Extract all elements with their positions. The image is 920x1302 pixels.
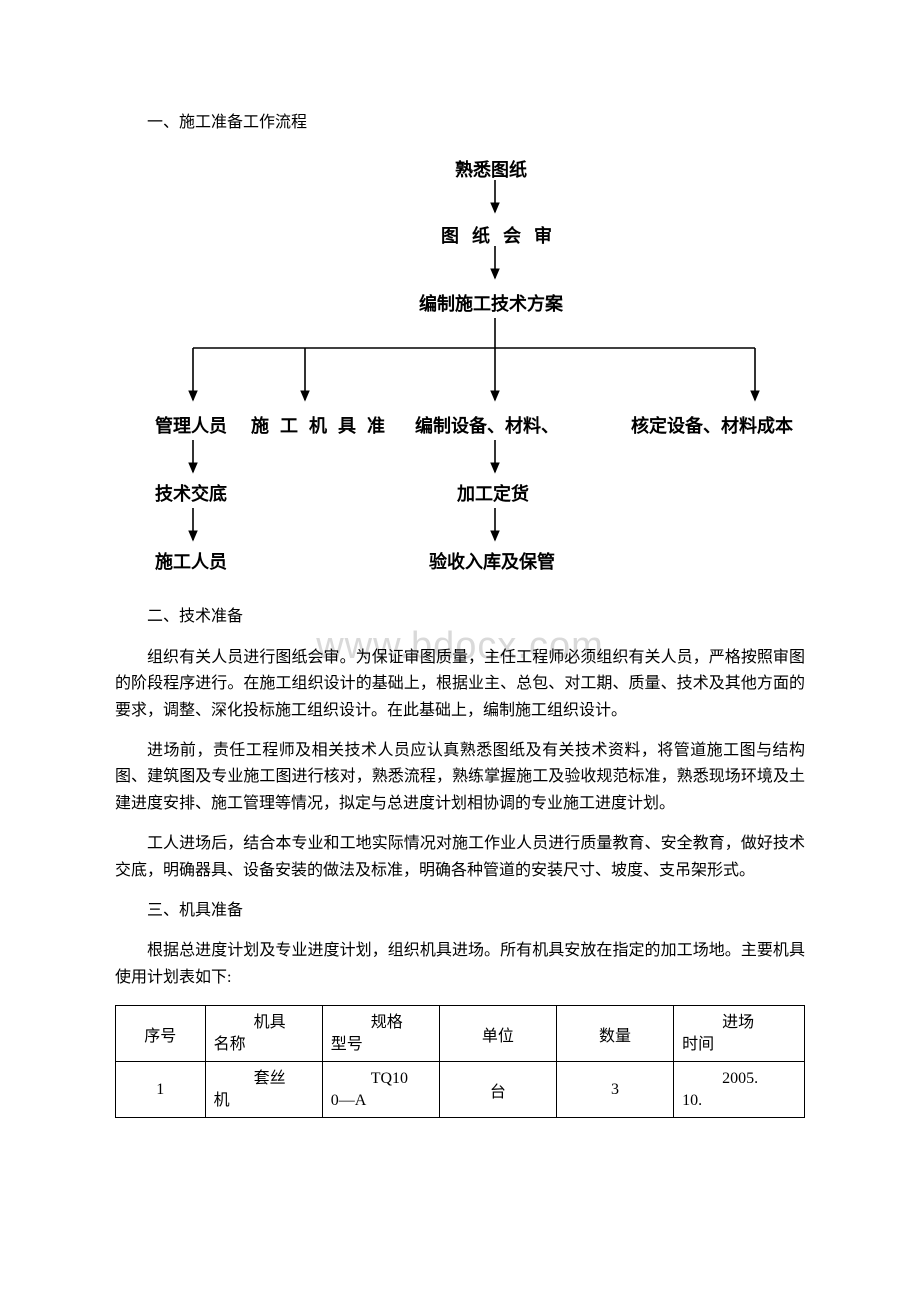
th-spec: 规格 型号 [322, 1006, 439, 1062]
flowchart-lines [115, 150, 805, 598]
flowchart: 熟悉图纸 图 纸 会 审 编制施工技术方案 管理人员 施 工 机 具 准 编制设… [115, 150, 805, 598]
flow-node-d3: 验收入库及保管 [429, 548, 555, 574]
th-name-l1: 机具 [214, 1012, 314, 1034]
para-1: 组织有关人员进行图纸会审。为保证审图质量，主任工程师必须组织有关人员，严格按照审… [115, 645, 805, 724]
td-spec-l2: 0—A [331, 1090, 431, 1112]
flow-node-n1: 熟悉图纸 [455, 156, 527, 182]
th-spec-l1: 规格 [331, 1012, 431, 1034]
para-3: 工人进场后，结合本专业和工地实际情况对施工作业人员进行质量教育、安全教育，做好技… [115, 831, 805, 884]
flow-node-d1: 施工人员 [155, 548, 227, 574]
td-spec-l1: TQ10 [331, 1068, 431, 1090]
td-unit: 台 [439, 1062, 556, 1118]
td-spec: TQ10 0—A [322, 1062, 439, 1118]
machine-table: 序号 机具 名称 规格 型号 单位 数量 进场 [115, 1005, 805, 1118]
td-name-l1: 套丝 [214, 1068, 314, 1090]
th-time-l2: 时间 [682, 1034, 796, 1056]
th-qty: 数量 [556, 1006, 673, 1062]
para-4: 根据总进度计划及专业进度计划，组织机具进场。所有机具安放在指定的加工场地。主要机… [115, 938, 805, 991]
td-qty: 3 [556, 1062, 673, 1118]
td-seq: 1 [116, 1062, 206, 1118]
th-name-l2: 名称 [214, 1034, 314, 1056]
flow-node-b4: 核定设备、材料成本 [631, 412, 793, 438]
td-name-l2: 机 [214, 1090, 314, 1112]
flow-node-n3: 编制施工技术方案 [419, 290, 563, 316]
table-row: 1 套丝 机 TQ10 0—A 台 3 2005 [116, 1062, 805, 1118]
flow-node-b2: 施 工 机 具 准 [251, 412, 388, 438]
flow-node-b1: 管理人员 [155, 412, 227, 438]
section1-title: 一、施工准备工作流程 [115, 110, 805, 136]
para-2: 进场前，责任工程师及相关技术人员应认真熟悉图纸及有关技术资料，将管道施工图与结构… [115, 738, 805, 817]
table-row: 序号 机具 名称 规格 型号 单位 数量 进场 [116, 1006, 805, 1062]
th-time: 进场 时间 [674, 1006, 805, 1062]
th-unit: 单位 [439, 1006, 556, 1062]
td-time: 2005. 10. [674, 1062, 805, 1118]
flow-node-c3: 加工定货 [457, 480, 529, 506]
th-name: 机具 名称 [205, 1006, 322, 1062]
flow-node-c1: 技术交底 [155, 480, 227, 506]
th-spec-l2: 型号 [331, 1034, 431, 1056]
flow-node-n2: 图 纸 会 审 [441, 222, 556, 248]
flow-node-b3: 编制设备、材料、 [415, 412, 559, 438]
th-time-l1: 进场 [682, 1012, 796, 1034]
section3-title: 三、机具准备 [115, 898, 805, 924]
td-name: 套丝 机 [205, 1062, 322, 1118]
td-time-l2: 10. [682, 1090, 796, 1112]
section2-title: 二、技术准备 [115, 604, 805, 630]
td-time-l1: 2005. [682, 1068, 796, 1090]
th-seq: 序号 [116, 1006, 206, 1062]
